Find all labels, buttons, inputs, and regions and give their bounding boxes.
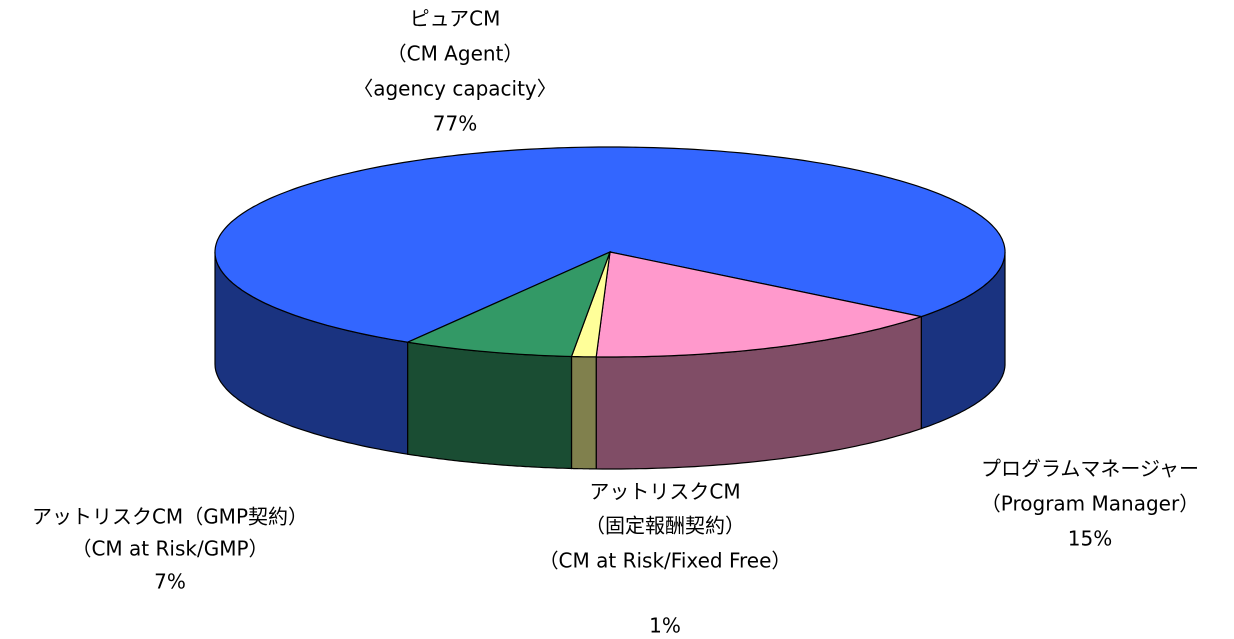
slice (405, 250, 612, 358)
value-label: 7% (154, 570, 186, 594)
slice-label: ピュアCM (410, 7, 501, 31)
slice-side (570, 355, 597, 470)
slice-label: （CM at Risk/GMP） (71, 537, 268, 561)
value-label: 1% (649, 614, 681, 638)
slice-label: プログラムマネージャー (981, 457, 1199, 481)
value-label: 77% (433, 112, 477, 136)
slice-label: （固定報酬契約） (585, 514, 745, 538)
slice-label: （CM at Risk/Fixed Free） (539, 549, 792, 573)
slice-label: アットリスクCM（GMP契約） (32, 505, 308, 529)
slice-label: 〈agency capacity〉 (353, 77, 557, 101)
value-label: 15% (1068, 527, 1112, 551)
slice-label: アットリスクCM (589, 480, 740, 504)
slice-label: （Program Manager） (981, 492, 1199, 516)
slice (214, 146, 1006, 343)
slice (595, 251, 924, 358)
slice-side (407, 341, 573, 470)
slice-label: （CM Agent） (387, 42, 524, 66)
